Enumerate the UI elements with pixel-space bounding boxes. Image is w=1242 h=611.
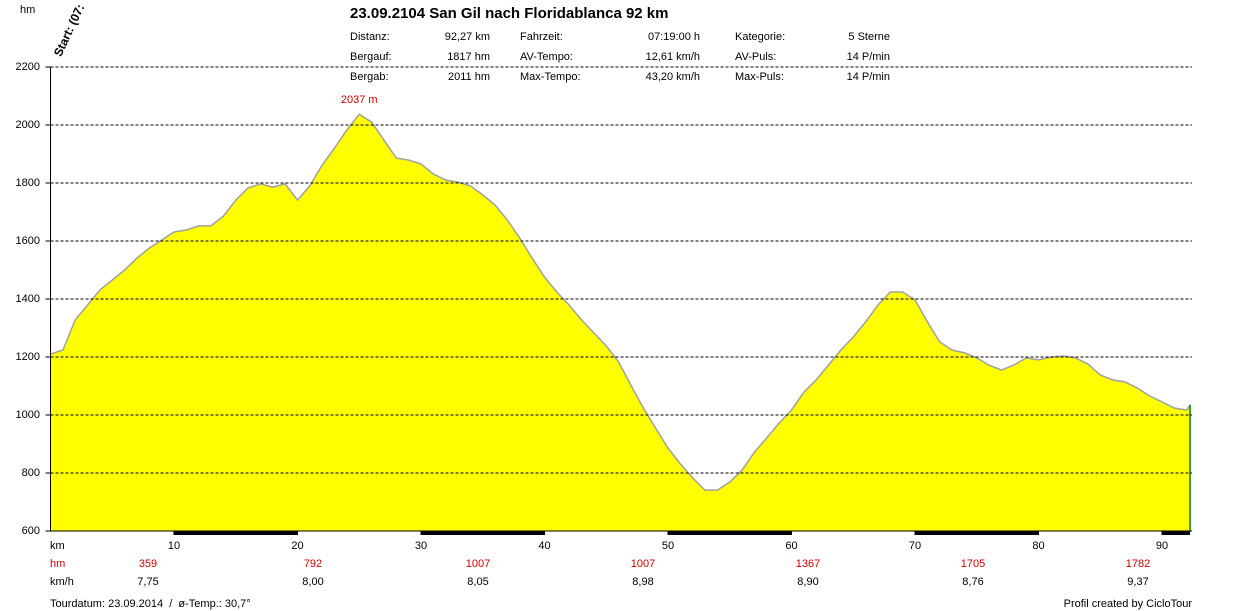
y-tick-label: 1800 [16, 177, 40, 189]
elevation-line [50, 113, 1191, 491]
y-tick-label: 2200 [16, 61, 40, 73]
row-value: 359 [139, 558, 157, 570]
stat-text: Kategorie: [735, 31, 785, 43]
stat-text: AV-Tempo: [520, 51, 573, 63]
km-bar [668, 531, 792, 535]
y-tick-label: 1000 [16, 409, 40, 421]
chart-title: 23.09.2104 San Gil nach Floridablanca 92… [350, 5, 669, 22]
row-value: 8,76 [962, 576, 983, 588]
x-axis-label: km [50, 540, 65, 552]
stat-text: Max-Puls: [735, 71, 784, 83]
stat-text: 5 Sterne [848, 31, 890, 43]
km-bar [174, 531, 298, 535]
y-tick-label: 2000 [16, 119, 40, 131]
row-value: 1007 [466, 558, 490, 570]
km-bar [421, 531, 545, 535]
x-tick-label: 80 [1032, 540, 1044, 552]
row-value: 1705 [961, 558, 985, 570]
stat-text: Max-Tempo: [520, 71, 581, 83]
x-tick-label: 90 [1156, 540, 1168, 552]
peak-label: 2037 m [341, 94, 378, 106]
stat-text: Bergab: [350, 71, 389, 83]
footer-right: Profil created by CicloTour [1064, 598, 1193, 610]
stat-text: 12,61 km/h [646, 51, 700, 63]
stat-text: 14 P/min [847, 71, 890, 83]
x-tick-label: 50 [662, 540, 674, 552]
stat-text: Distanz: [350, 31, 390, 43]
x-tick-label: 70 [909, 540, 921, 552]
stat-text: 43,20 km/h [646, 71, 700, 83]
row-value: 8,05 [467, 576, 488, 588]
y-tick-label: 800 [22, 467, 40, 479]
row-label: hm [50, 558, 65, 570]
x-tick-label: 40 [538, 540, 550, 552]
row-value: 8,00 [302, 576, 323, 588]
km-bar [915, 531, 1039, 535]
row-label: km/h [50, 576, 74, 588]
stat-text: 07:19:00 h [648, 31, 700, 43]
row-value: 1367 [796, 558, 820, 570]
x-tick-label: 20 [291, 540, 303, 552]
x-tick-label: 30 [415, 540, 427, 552]
y-tick-label: 1200 [16, 351, 40, 363]
stat-text: Fahrzeit: [520, 31, 563, 43]
start-label: Start: (07: [51, 2, 87, 59]
row-value: 1782 [1126, 558, 1150, 570]
y-tick-label: 600 [22, 525, 40, 537]
row-value: 7,75 [137, 576, 158, 588]
stat-text: 1817 hm [447, 51, 490, 63]
footer-left: Tourdatum: 23.09.2014 / ø-Temp.: 30,7° [50, 598, 251, 610]
row-value: 9,37 [1127, 576, 1148, 588]
y-tick-label: 1600 [16, 235, 40, 247]
row-value: 8,90 [797, 576, 818, 588]
row-value: 8,98 [632, 576, 653, 588]
elevation-area [50, 114, 1191, 532]
stat-text: AV-Puls: [735, 51, 776, 63]
stat-text: 92,27 km [445, 31, 490, 43]
stat-text: 14 P/min [847, 51, 890, 63]
y-tick-label: 1400 [16, 293, 40, 305]
x-tick-label: 60 [785, 540, 797, 552]
row-value: 792 [304, 558, 322, 570]
row-value: 1007 [631, 558, 655, 570]
km-bar [1162, 531, 1191, 535]
x-tick-label: 10 [168, 540, 180, 552]
stat-text: 2011 hm [448, 71, 490, 83]
y-axis-label: hm [20, 4, 35, 16]
stat-text: Bergauf: [350, 51, 392, 63]
